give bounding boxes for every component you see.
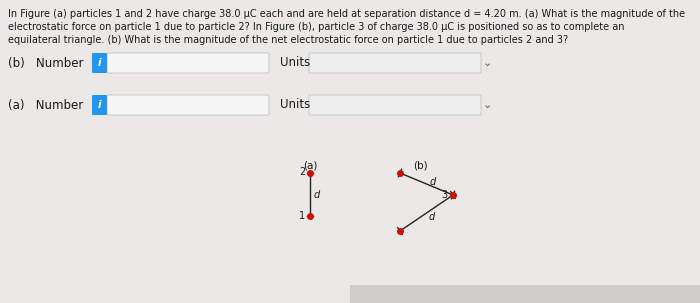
Text: ⌄: ⌄ — [482, 100, 491, 110]
FancyBboxPatch shape — [309, 95, 481, 115]
Text: equilateral triangle. (b) What is the magnitude of the net electrostatic force o: equilateral triangle. (b) What is the ma… — [8, 35, 568, 45]
Text: 2: 2 — [299, 167, 305, 177]
Text: (a)   Number: (a) Number — [8, 98, 83, 112]
Text: Units: Units — [280, 98, 310, 112]
Text: i: i — [98, 58, 102, 68]
FancyBboxPatch shape — [92, 95, 107, 115]
Text: Units: Units — [280, 56, 310, 69]
FancyBboxPatch shape — [350, 285, 700, 303]
Text: In Figure (a) particles 1 and 2 have charge 38.0 μC each and are held at separat: In Figure (a) particles 1 and 2 have cha… — [8, 9, 685, 19]
Text: d: d — [428, 212, 435, 222]
Text: electrostatic force on particle 1 due to particle 2? In Figure (b), particle 3 o: electrostatic force on particle 1 due to… — [8, 22, 624, 32]
Text: d: d — [314, 189, 321, 199]
FancyBboxPatch shape — [107, 53, 269, 73]
Text: ⌄: ⌄ — [482, 58, 491, 68]
FancyBboxPatch shape — [309, 53, 481, 73]
Text: 3: 3 — [441, 190, 447, 200]
Text: d: d — [430, 177, 435, 187]
Text: (a): (a) — [303, 160, 317, 170]
FancyBboxPatch shape — [107, 95, 269, 115]
FancyBboxPatch shape — [92, 53, 107, 73]
Text: 1: 1 — [299, 211, 305, 221]
Text: (b)   Number: (b) Number — [8, 56, 83, 69]
Text: (b): (b) — [413, 160, 427, 170]
Text: i: i — [98, 100, 102, 110]
